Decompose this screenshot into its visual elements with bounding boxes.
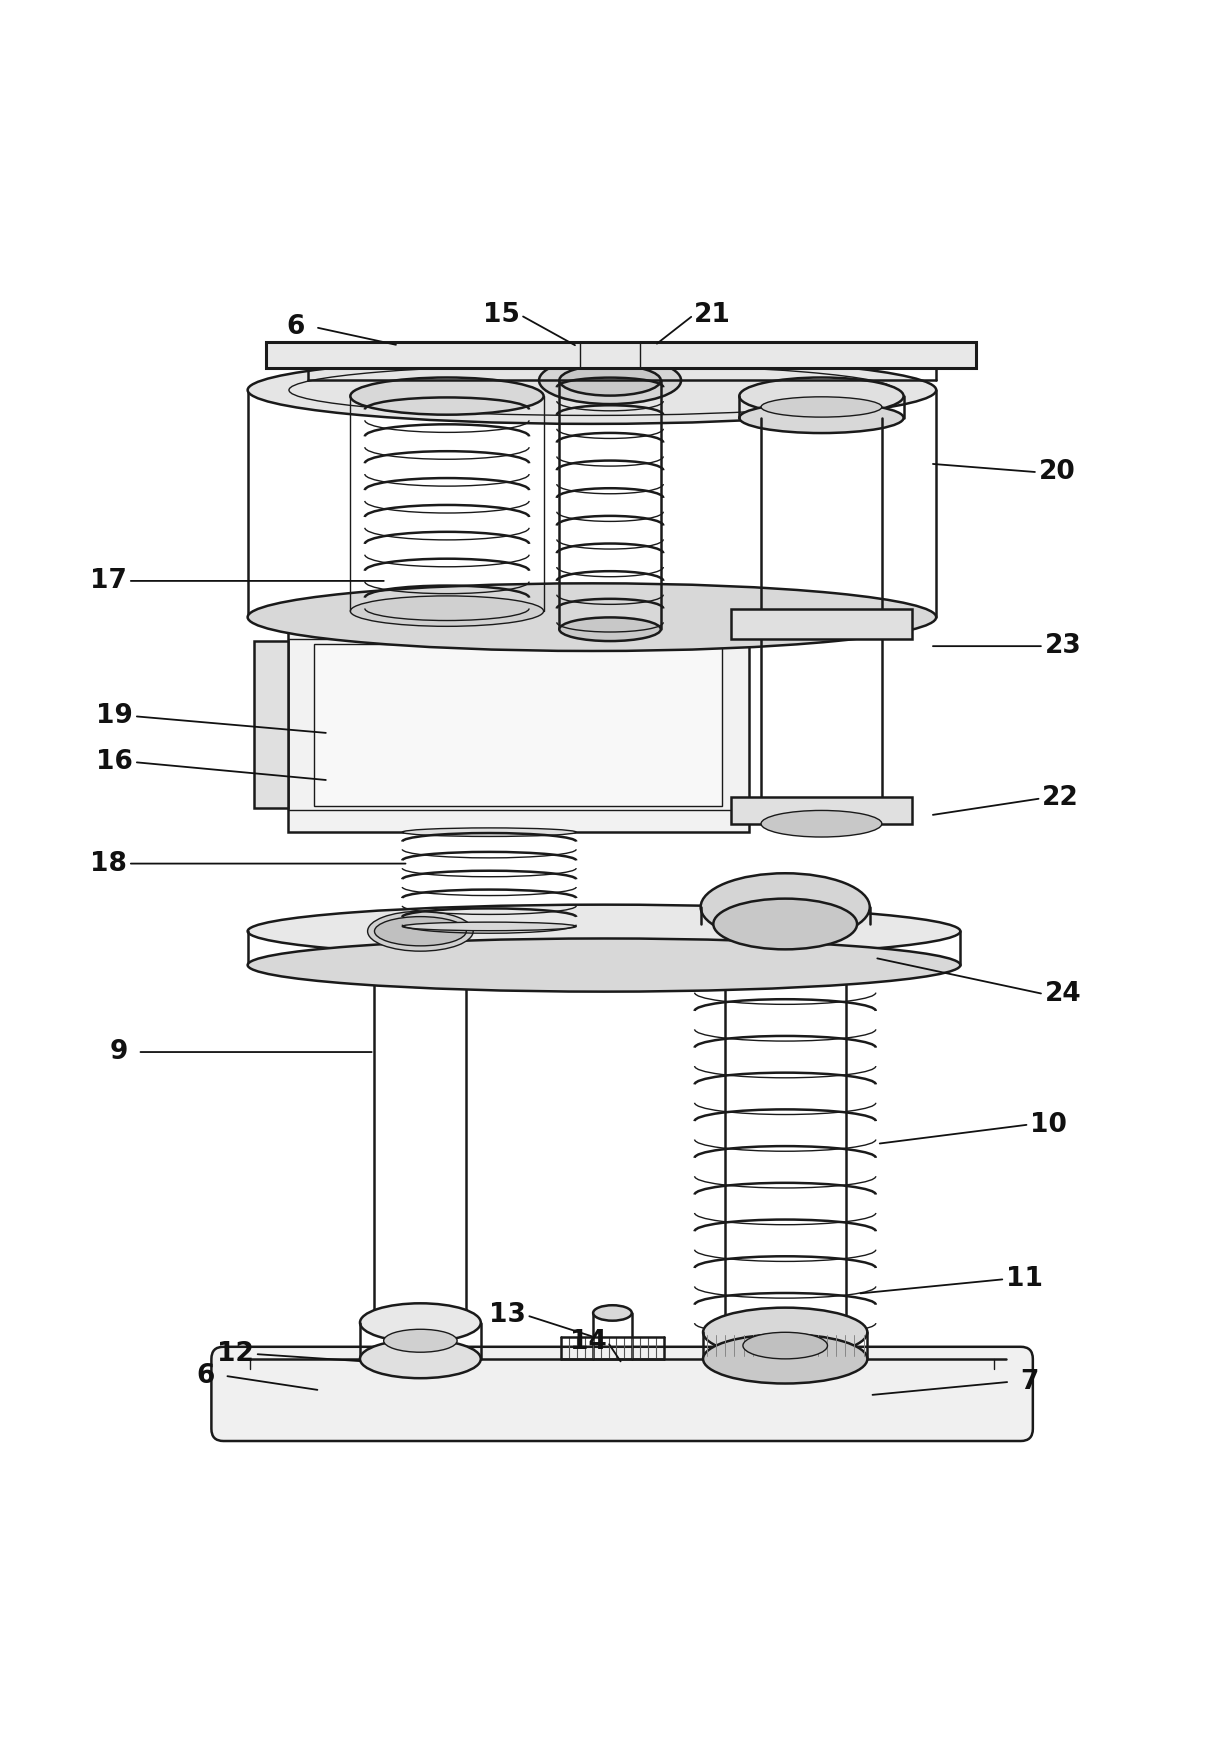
Text: 7: 7 xyxy=(1020,1368,1039,1395)
Ellipse shape xyxy=(559,618,661,641)
Ellipse shape xyxy=(248,905,960,958)
Ellipse shape xyxy=(761,799,882,826)
Ellipse shape xyxy=(360,1303,481,1342)
Ellipse shape xyxy=(360,1340,481,1379)
Ellipse shape xyxy=(593,1305,632,1321)
Ellipse shape xyxy=(384,1330,457,1352)
Ellipse shape xyxy=(539,357,681,403)
Text: 15: 15 xyxy=(483,303,519,328)
Ellipse shape xyxy=(350,595,544,627)
Ellipse shape xyxy=(374,958,466,986)
Text: 6: 6 xyxy=(196,1363,215,1389)
Ellipse shape xyxy=(559,365,661,396)
Ellipse shape xyxy=(761,396,882,417)
Bar xyxy=(266,342,976,368)
Text: 9: 9 xyxy=(109,1039,128,1065)
Bar xyxy=(731,609,912,639)
Text: 17: 17 xyxy=(91,567,127,593)
Ellipse shape xyxy=(402,828,576,836)
Text: 6: 6 xyxy=(286,313,306,340)
Text: 24: 24 xyxy=(1045,981,1081,1007)
Ellipse shape xyxy=(350,377,544,414)
Text: 21: 21 xyxy=(695,303,731,328)
Text: 12: 12 xyxy=(217,1342,254,1367)
FancyBboxPatch shape xyxy=(211,1347,1033,1440)
Ellipse shape xyxy=(248,583,936,652)
Text: 16: 16 xyxy=(97,748,133,775)
Ellipse shape xyxy=(248,356,936,424)
Ellipse shape xyxy=(367,910,474,951)
Text: 10: 10 xyxy=(1030,1111,1067,1138)
Bar xyxy=(288,616,749,833)
Text: 19: 19 xyxy=(97,703,133,729)
Ellipse shape xyxy=(703,1308,867,1358)
Ellipse shape xyxy=(739,377,904,414)
Ellipse shape xyxy=(701,873,870,940)
Ellipse shape xyxy=(743,1333,827,1359)
Bar xyxy=(731,798,912,824)
Text: 23: 23 xyxy=(1045,634,1081,659)
Ellipse shape xyxy=(374,917,466,946)
Text: 22: 22 xyxy=(1043,785,1079,812)
Text: 18: 18 xyxy=(91,851,127,877)
Bar xyxy=(254,641,288,808)
Bar xyxy=(314,645,722,805)
Ellipse shape xyxy=(713,898,858,949)
Text: 14: 14 xyxy=(570,1330,606,1354)
Ellipse shape xyxy=(248,939,960,991)
Text: 13: 13 xyxy=(489,1303,525,1328)
Ellipse shape xyxy=(761,810,882,836)
Ellipse shape xyxy=(739,403,904,433)
Text: 20: 20 xyxy=(1039,460,1075,486)
Text: 11: 11 xyxy=(1006,1266,1043,1293)
Ellipse shape xyxy=(703,1335,867,1384)
Ellipse shape xyxy=(402,923,576,930)
